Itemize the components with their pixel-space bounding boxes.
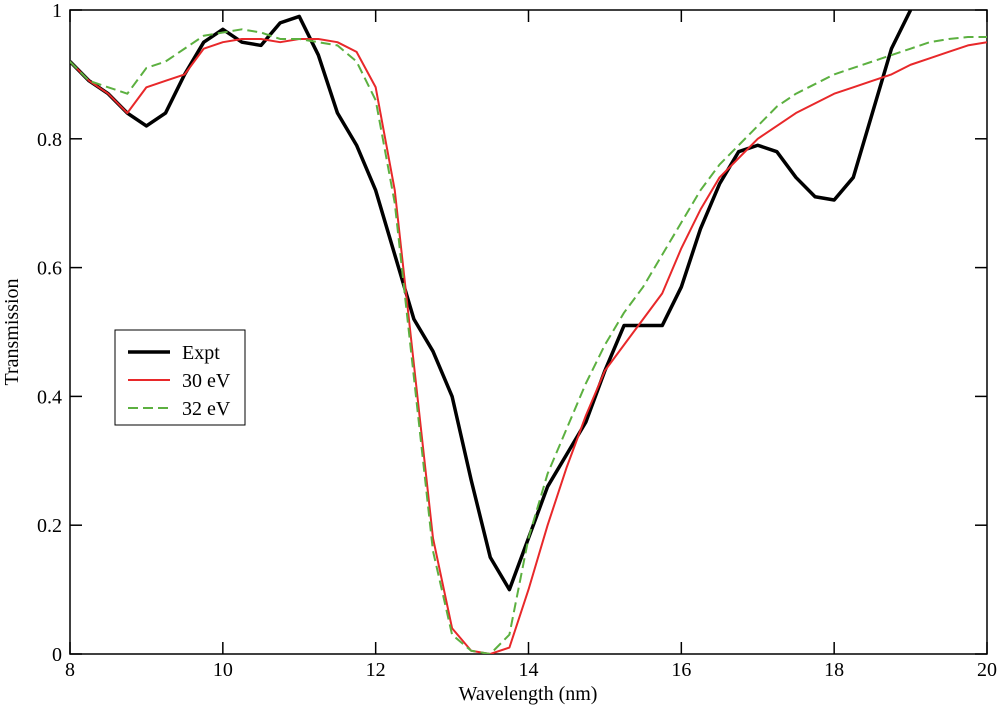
y-tick-label: 0.2: [37, 515, 62, 537]
y-tick-label: 0.6: [37, 258, 62, 280]
y-tick-label: 1: [52, 0, 62, 22]
series-line: [70, 10, 913, 592]
y-tick-label: 0.4: [37, 386, 62, 408]
x-tick-label: 18: [824, 659, 844, 681]
x-tick-label: 20: [977, 659, 997, 681]
x-tick-label: 14: [519, 659, 539, 681]
x-tick-label: 12: [366, 659, 386, 681]
x-tick-label: 8: [65, 659, 75, 681]
y-axis-label: Transmission: [1, 278, 23, 385]
y-tick-label: 0.8: [37, 129, 62, 151]
x-axis-label: Wavelength (nm): [459, 683, 598, 705]
y-tick-label: 0: [52, 644, 62, 666]
x-tick-label: 16: [671, 659, 691, 681]
legend-label: 32 eV: [182, 398, 231, 420]
series-line: [70, 37, 987, 654]
legend-label: Expt: [182, 342, 220, 364]
legend-box: [114, 329, 246, 426]
x-tick-label: 10: [213, 659, 233, 681]
legend-label: 30 eV: [182, 370, 231, 392]
plot-area: [70, 10, 987, 654]
series-line: [70, 28, 987, 654]
